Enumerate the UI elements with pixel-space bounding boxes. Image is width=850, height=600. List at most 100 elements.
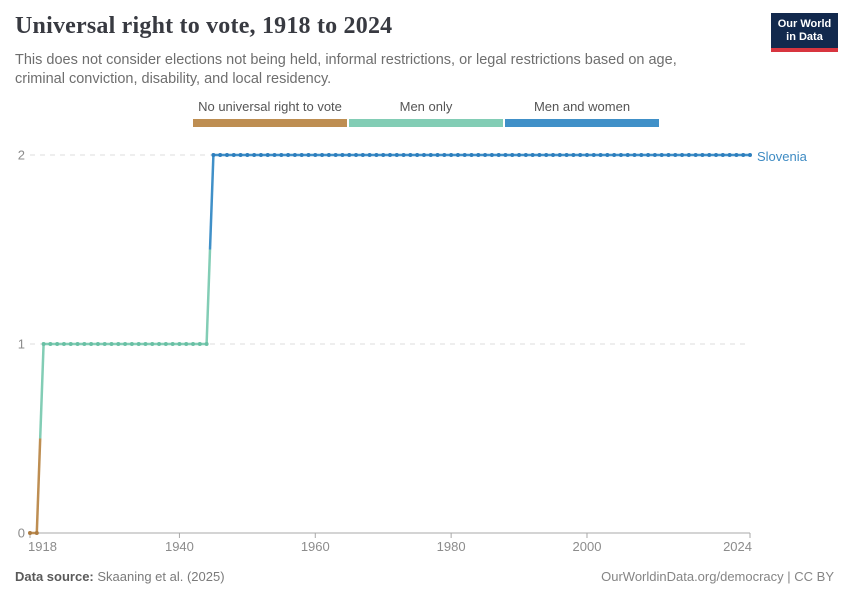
data-point[interactable] (95, 342, 100, 346)
data-point[interactable] (537, 153, 542, 157)
data-point[interactable] (34, 531, 39, 535)
data-point[interactable] (388, 153, 392, 157)
data-point[interactable] (680, 153, 685, 157)
data-point[interactable] (523, 153, 528, 157)
data-point[interactable] (184, 342, 189, 346)
data-point[interactable] (578, 153, 583, 157)
data-point[interactable] (394, 153, 399, 157)
data-point[interactable] (734, 153, 739, 157)
license-credit[interactable]: OurWorldinData.org/democracy | CC BY (601, 569, 834, 584)
data-point[interactable] (442, 153, 447, 157)
data-point[interactable] (320, 153, 325, 157)
data-point[interactable] (666, 153, 671, 157)
data-point[interactable] (496, 153, 501, 157)
data-point[interactable] (591, 153, 596, 157)
data-point[interactable] (354, 153, 359, 157)
data-point[interactable] (483, 153, 488, 157)
data-point[interactable] (428, 153, 433, 157)
data-point[interactable] (421, 153, 426, 157)
data-point[interactable] (279, 153, 284, 157)
legend-item-men-and-women[interactable]: Men and women (505, 99, 659, 127)
data-point[interactable] (265, 153, 270, 157)
data-point[interactable] (238, 153, 243, 157)
data-point[interactable] (469, 153, 474, 157)
data-point[interactable] (347, 153, 352, 157)
data-point[interactable] (557, 153, 562, 157)
data-point[interactable] (82, 342, 87, 346)
data-point[interactable] (313, 153, 318, 157)
data-point[interactable] (218, 153, 223, 157)
data-point[interactable] (245, 153, 250, 157)
data-point[interactable] (700, 153, 705, 157)
data-point[interactable] (177, 342, 182, 346)
data-point[interactable] (659, 153, 664, 157)
data-point[interactable] (360, 153, 365, 157)
owid-logo[interactable]: Our World in Data (771, 13, 838, 52)
data-point[interactable] (625, 153, 630, 157)
data-point[interactable] (693, 153, 698, 157)
data-point[interactable] (401, 153, 406, 157)
data-point[interactable] (157, 342, 162, 346)
series-connector[interactable] (208, 154, 215, 250)
data-point[interactable] (408, 153, 413, 157)
data-point[interactable] (306, 153, 311, 157)
data-point[interactable] (489, 153, 494, 157)
data-point[interactable] (449, 153, 454, 157)
data-point[interactable] (61, 342, 66, 346)
data-point[interactable] (89, 342, 94, 346)
data-point[interactable] (571, 153, 576, 157)
legend-item-men-only[interactable]: Men only (349, 99, 503, 127)
data-point[interactable] (224, 153, 229, 157)
data-point[interactable] (741, 153, 746, 157)
data-point[interactable] (673, 153, 678, 157)
data-point[interactable] (564, 153, 569, 157)
data-point[interactable] (510, 153, 515, 157)
data-point[interactable] (252, 153, 257, 157)
data-point[interactable] (197, 342, 202, 346)
data-point[interactable] (48, 342, 53, 346)
data-point[interactable] (102, 342, 107, 346)
data-point[interactable] (258, 153, 263, 157)
series-connector[interactable] (205, 249, 212, 345)
data-point[interactable] (286, 153, 291, 157)
data-point[interactable] (55, 342, 60, 346)
data-point[interactable] (129, 342, 134, 346)
data-point[interactable] (455, 153, 460, 157)
data-point[interactable] (231, 153, 236, 157)
data-point[interactable] (41, 342, 46, 346)
data-point[interactable] (272, 153, 277, 157)
data-point[interactable] (503, 153, 508, 157)
data-point[interactable] (639, 153, 644, 157)
data-point[interactable] (646, 153, 651, 157)
series-connector[interactable] (38, 343, 45, 439)
data-point[interactable] (598, 153, 603, 157)
data-point[interactable] (374, 153, 379, 157)
data-point[interactable] (517, 153, 522, 157)
data-point[interactable] (748, 153, 752, 157)
data-point[interactable] (720, 153, 725, 157)
data-point[interactable] (211, 153, 216, 157)
data-point[interactable] (299, 153, 304, 157)
data-point[interactable] (143, 342, 148, 346)
data-point[interactable] (28, 531, 32, 535)
data-point[interactable] (109, 342, 114, 346)
data-point[interactable] (686, 153, 691, 157)
data-point[interactable] (381, 153, 386, 157)
data-point[interactable] (75, 342, 80, 346)
data-point[interactable] (632, 153, 637, 157)
data-point[interactable] (584, 153, 589, 157)
data-point[interactable] (191, 342, 196, 346)
data-point[interactable] (116, 342, 121, 346)
data-point[interactable] (551, 153, 556, 157)
series-connector[interactable] (35, 438, 42, 534)
data-point[interactable] (605, 153, 610, 157)
data-point[interactable] (204, 342, 209, 346)
data-point[interactable] (123, 342, 128, 346)
data-point[interactable] (544, 153, 549, 157)
data-point[interactable] (714, 153, 719, 157)
data-point[interactable] (150, 342, 155, 346)
data-point[interactable] (333, 153, 338, 157)
data-point[interactable] (727, 153, 732, 157)
data-point[interactable] (326, 153, 331, 157)
data-point[interactable] (652, 153, 657, 157)
